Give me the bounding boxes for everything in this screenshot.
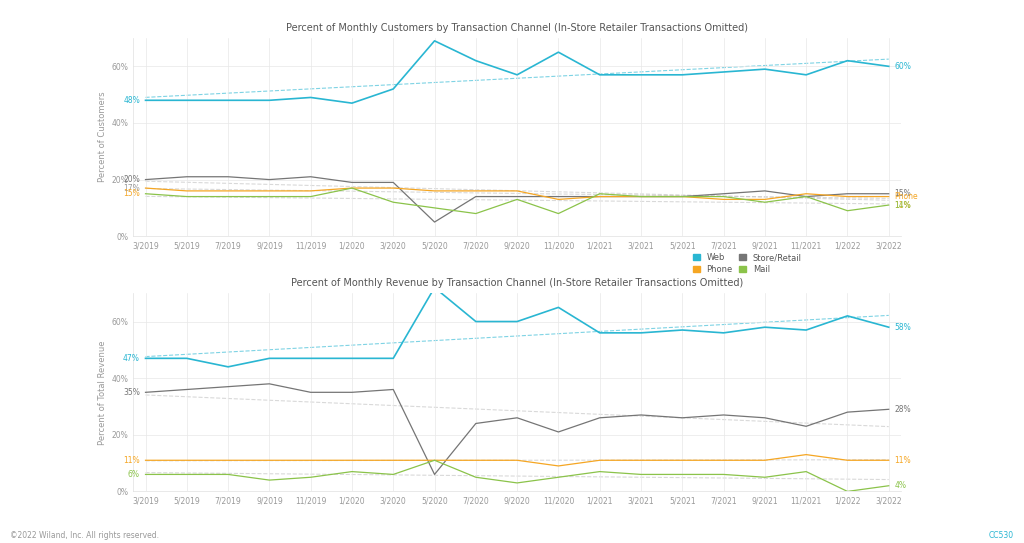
Title: Percent of Monthly Customers by Transaction Channel (In-Store Retailer Transacti: Percent of Monthly Customers by Transact… [286, 23, 749, 33]
Text: 4%: 4% [894, 481, 906, 490]
Text: 20%: 20% [123, 175, 140, 184]
Y-axis label: Percent of Total Revenue: Percent of Total Revenue [98, 340, 108, 445]
Text: ©2022 Wiland, Inc. All rights reserved.: ©2022 Wiland, Inc. All rights reserved. [10, 531, 160, 540]
Text: 6%: 6% [128, 470, 140, 479]
Text: 28%: 28% [894, 405, 911, 414]
Title: Percent of Monthly Revenue by Transaction Channel (In-Store Retailer Transaction: Percent of Monthly Revenue by Transactio… [291, 278, 743, 288]
Text: 11%: 11% [894, 456, 911, 465]
Text: 35%: 35% [123, 388, 140, 397]
Legend: Web, Phone, Store/Retail, Mail: Web, Phone, Store/Retail, Mail [690, 250, 805, 277]
Text: Phone: Phone [894, 192, 918, 201]
Text: 47%: 47% [123, 354, 140, 363]
Text: 48%: 48% [123, 96, 140, 105]
Text: 11%: 11% [894, 200, 911, 210]
Text: 15%: 15% [123, 189, 140, 198]
Text: 15%: 15% [894, 189, 911, 198]
Text: 60%: 60% [894, 62, 911, 71]
Text: 17%: 17% [123, 184, 140, 193]
Text: CC530: CC530 [988, 531, 1014, 540]
Text: 11%: 11% [123, 456, 140, 465]
Text: 14%: 14% [894, 200, 911, 210]
Y-axis label: Percent of Customers: Percent of Customers [98, 92, 108, 182]
Text: 58%: 58% [894, 323, 911, 332]
